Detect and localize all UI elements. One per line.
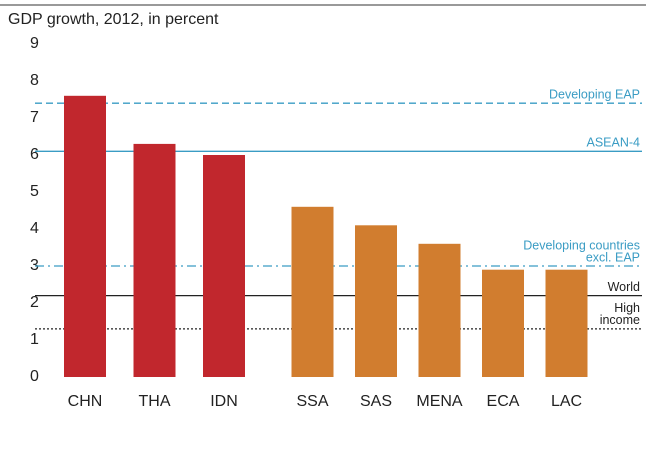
reference-label: Developing EAP (549, 87, 640, 101)
y-tick-label: 4 (30, 220, 39, 237)
y-tick-label: 1 (30, 331, 39, 348)
x-tick-label: ECA (487, 393, 520, 410)
bar (291, 206, 334, 377)
y-tick-label: 6 (30, 146, 39, 163)
bar (203, 155, 245, 377)
x-tick-label: SAS (360, 393, 392, 410)
y-tick-label: 0 (30, 368, 39, 385)
reference-label: World (608, 280, 640, 294)
x-tick-label: THA (139, 393, 171, 410)
x-tick-label: MENA (416, 393, 463, 410)
reference-label: excl. EAP (586, 250, 640, 264)
reference-label: ASEAN-4 (587, 136, 641, 150)
y-tick-label: 5 (30, 183, 39, 200)
bar (482, 269, 524, 377)
y-tick-label: 3 (30, 257, 39, 274)
bar (64, 95, 106, 378)
x-tick-label: LAC (551, 393, 582, 410)
y-tick-label: 8 (30, 72, 39, 89)
reference-label: income (600, 313, 640, 327)
x-tick-label: CHN (68, 393, 103, 410)
bar (418, 243, 461, 377)
bar (545, 269, 588, 377)
y-tick-label: 2 (30, 294, 39, 311)
y-tick-label: 9 (30, 35, 39, 52)
y-tick-label: 7 (30, 109, 39, 126)
reference-label: High (614, 301, 640, 315)
x-tick-label: SSA (296, 393, 328, 410)
x-tick-label: IDN (210, 393, 238, 410)
chart-title: GDP growth, 2012, in percent (8, 11, 219, 28)
reference-label: Developing countries (523, 238, 640, 252)
bar (355, 225, 397, 377)
bar (133, 143, 176, 377)
